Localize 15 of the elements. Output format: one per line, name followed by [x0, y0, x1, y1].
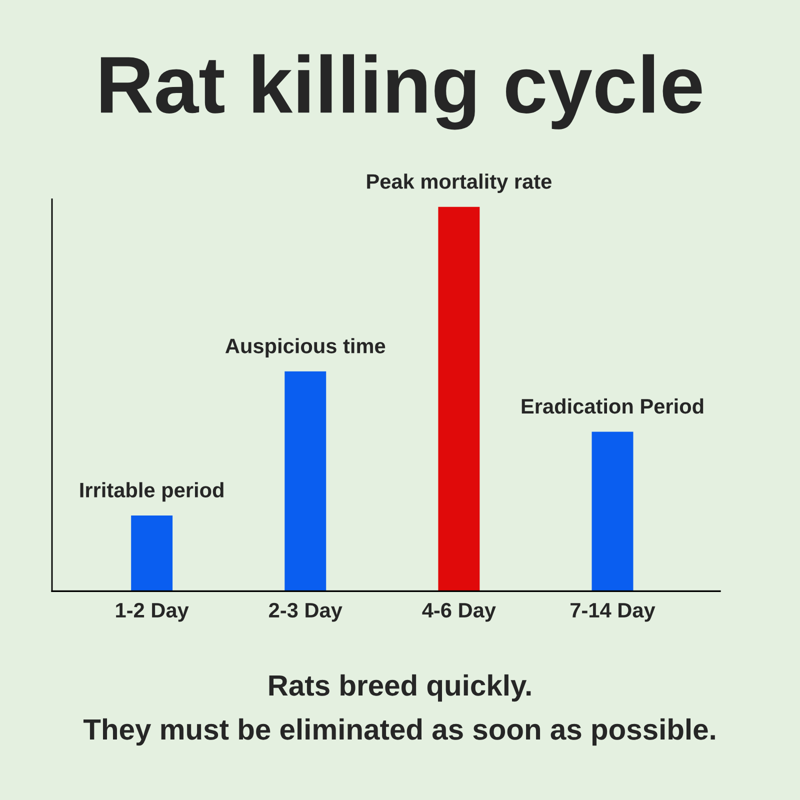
annotation: Eradication Period [522, 398, 704, 414]
annotation: Peak mortality rate [367, 174, 552, 193]
annotation: Auspicious time [225, 338, 386, 358]
bar [592, 432, 634, 592]
x-tick-label: 1-2 Day [116, 602, 189, 622]
annotation: Irritable period [80, 482, 224, 502]
x-tick-label: 7-14 Day [570, 603, 656, 622]
bar [131, 515, 173, 592]
text: Rats breed quickly. [269, 674, 531, 702]
bar [284, 371, 326, 592]
x-tick-label: 2-3 Day [269, 602, 342, 622]
text: They must be eliminated as soon as possible. [83, 718, 715, 746]
bar [438, 206, 480, 592]
chart-title: Rat killing cycle [100, 54, 702, 130]
x-tick-label: 4-6 Day [422, 602, 496, 622]
